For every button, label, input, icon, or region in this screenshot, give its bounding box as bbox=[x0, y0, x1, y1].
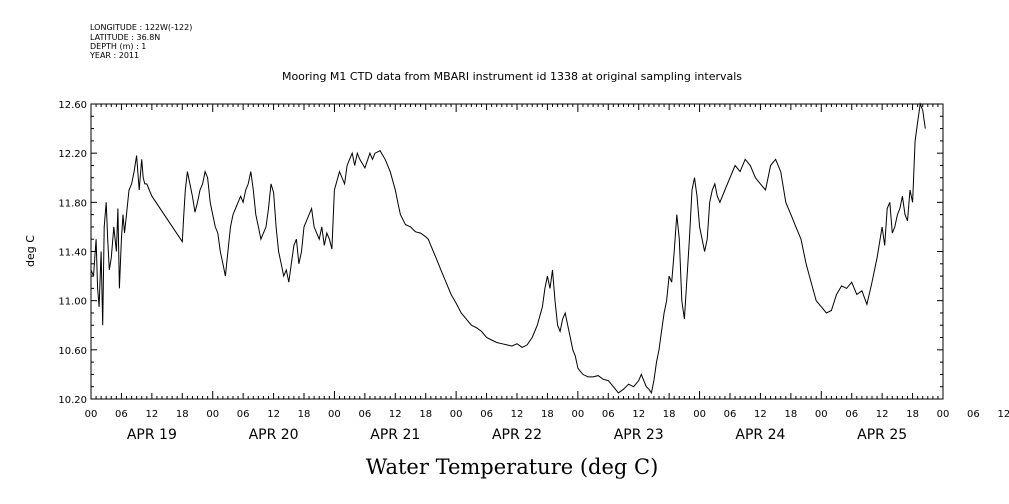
x-day-label: APR 20 bbox=[249, 427, 299, 443]
x-day-label: APR 23 bbox=[614, 427, 664, 443]
x-tick-label: 12 bbox=[145, 409, 158, 420]
x-tick-label: 06 bbox=[602, 409, 615, 420]
x-day-label: APR 22 bbox=[492, 427, 542, 443]
x-day-label: APR 21 bbox=[370, 427, 420, 443]
x-tick-label: 06 bbox=[845, 409, 858, 420]
x-tick-label: 18 bbox=[176, 409, 189, 420]
x-tick-label: 00 bbox=[85, 409, 98, 420]
x-tick-label: 12 bbox=[511, 409, 524, 420]
x-tick-label: 00 bbox=[450, 409, 463, 420]
year-text: YEAR : 2011 bbox=[89, 51, 139, 60]
x-tick-label: 00 bbox=[571, 409, 584, 420]
y-tick-label: 11.80 bbox=[58, 198, 87, 209]
x-tick-label: 00 bbox=[693, 409, 706, 420]
chart-title: Mooring M1 CTD data from MBARI instrumen… bbox=[282, 70, 742, 83]
x-tick-label: 12 bbox=[997, 409, 1009, 420]
x-tick-label: 06 bbox=[480, 409, 493, 420]
x-tick-label: 12 bbox=[267, 409, 280, 420]
x-tick-label: 00 bbox=[328, 409, 341, 420]
x-axis-title: Water Temperature (deg C) bbox=[366, 455, 659, 479]
x-tick-label: 12 bbox=[632, 409, 645, 420]
x-tick-label: 18 bbox=[784, 409, 797, 420]
y-axis: 10.20 10.60 11.00 11.40 11.80 12.20 12.60 bbox=[58, 100, 943, 406]
x-tick-label: 00 bbox=[206, 409, 219, 420]
x-day-label: APR 19 bbox=[127, 427, 177, 443]
x-axis: 00 06 12 18 00 06 12 18 00 06 12 18 00 06 12 18 00 06 12 18… bbox=[85, 104, 1009, 443]
metadata-block: LONGITUDE : 122W(-122) LATITUDE : 36.8N … bbox=[89, 23, 192, 60]
y-tick-label: 10.20 bbox=[58, 395, 87, 406]
x-tick-label: 18 bbox=[541, 409, 554, 420]
latitude-text: LATITUDE : 36.8N bbox=[90, 33, 160, 42]
plot-frame bbox=[90, 103, 944, 400]
x-tick-label: 18 bbox=[663, 409, 676, 420]
y-axis-title: deg C bbox=[24, 235, 37, 267]
x-tick-label: 12 bbox=[876, 409, 889, 420]
y-tick-label: 11.40 bbox=[58, 248, 87, 259]
y-tick-label: 12.60 bbox=[58, 100, 87, 111]
x-tick-label: 06 bbox=[115, 409, 128, 420]
x-tick-label: 00 bbox=[815, 409, 828, 420]
x-tick-label: 12 bbox=[754, 409, 767, 420]
x-tick-label: 06 bbox=[724, 409, 737, 420]
series-line-temperature bbox=[90, 102, 926, 395]
y-tick-label: 12.20 bbox=[58, 149, 87, 160]
x-tick-label: 18 bbox=[906, 409, 919, 420]
x-tick-label: 06 bbox=[967, 409, 980, 420]
x-tick-label: 18 bbox=[419, 409, 432, 420]
y-tick-label: 10.60 bbox=[58, 346, 87, 357]
y-tick-label: 11.00 bbox=[58, 297, 87, 308]
longitude-text: LONGITUDE : 122W(-122) bbox=[90, 23, 192, 32]
x-tick-label: 06 bbox=[237, 409, 250, 420]
x-day-label: APR 25 bbox=[857, 427, 907, 443]
x-tick-label: 00 bbox=[937, 409, 950, 420]
depth-text: DEPTH (m) : 1 bbox=[90, 42, 146, 51]
x-tick-label: 18 bbox=[298, 409, 311, 420]
x-day-label: APR 24 bbox=[735, 427, 785, 443]
x-tick-label: 06 bbox=[358, 409, 371, 420]
x-tick-label: 12 bbox=[389, 409, 402, 420]
